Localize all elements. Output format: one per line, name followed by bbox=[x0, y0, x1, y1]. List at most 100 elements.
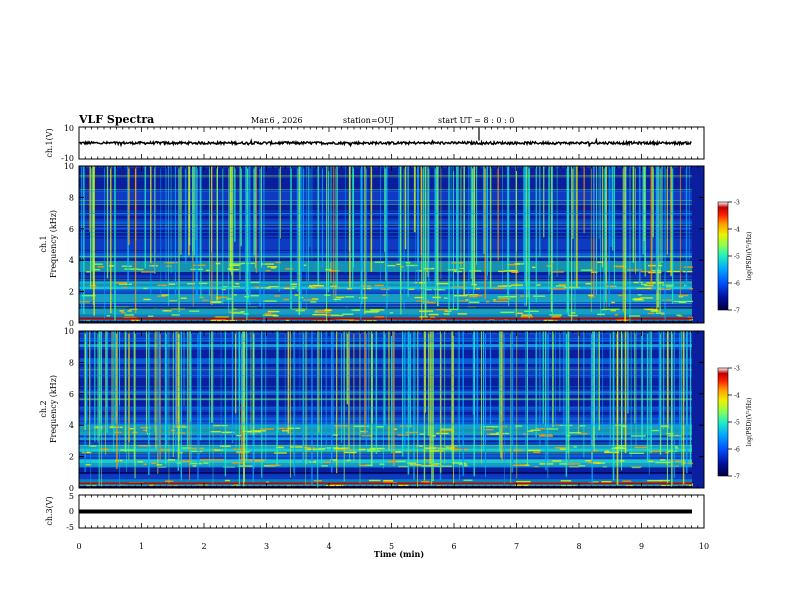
spectrogram-band-speck bbox=[114, 431, 122, 434]
spectrogram-band-speck bbox=[192, 465, 197, 467]
spectrogram-band-speck bbox=[652, 309, 659, 312]
spectrogram-band-speck bbox=[588, 294, 594, 297]
spectrogram-band-speck bbox=[124, 314, 134, 316]
spectrogram-band-speck bbox=[314, 311, 319, 313]
spectrogram-band-speck bbox=[501, 432, 510, 435]
spectrogram-band-speck bbox=[364, 464, 373, 467]
spectrogram-band-speck bbox=[157, 295, 167, 297]
spectrogram-band-speck bbox=[585, 460, 593, 462]
spectrogram-band-speck bbox=[468, 301, 480, 304]
colorbar-tick-label: -7 bbox=[734, 308, 740, 315]
spectrogram-band-speck bbox=[414, 282, 426, 284]
spectrogram-band-speck bbox=[683, 266, 693, 268]
spectrogram-band-speck bbox=[597, 261, 604, 263]
spectrogram-band-speck bbox=[515, 425, 523, 427]
freq-tick-label: 6 bbox=[69, 225, 74, 234]
spectrogram-band-speck bbox=[346, 459, 351, 462]
spectrogram-band-speck bbox=[209, 319, 221, 322]
spectrogram-band-speck bbox=[306, 448, 314, 450]
spectrogram-band-speck bbox=[109, 265, 115, 267]
spectrogram-band-speck bbox=[259, 428, 274, 430]
spectrogram-band-speck bbox=[438, 448, 453, 450]
spectrogram-band-speck bbox=[121, 265, 133, 267]
spectrogram-band-speck bbox=[174, 426, 187, 428]
spectrogram-band-speck bbox=[215, 296, 228, 299]
spectrogram-band-speck bbox=[585, 283, 592, 285]
spectrogram-band-speck bbox=[578, 465, 586, 467]
colorbar-tick-label: -3 bbox=[734, 200, 740, 207]
spectrogram-band-speck bbox=[673, 300, 688, 303]
spectrogram-band-speck bbox=[633, 298, 638, 300]
colorbar-tick-label: -4 bbox=[734, 227, 740, 234]
spectrogram-band-speck bbox=[605, 450, 610, 453]
spectrogram-band-speck bbox=[390, 483, 395, 486]
x-tick-label: 5 bbox=[389, 542, 394, 551]
spectrogram-band-speck bbox=[647, 312, 655, 315]
spectrogram-band-speck bbox=[483, 426, 494, 428]
spectrogram-band-speck bbox=[109, 426, 123, 428]
spectrogram-band-speck bbox=[353, 425, 369, 427]
spectrogram-band-speck bbox=[416, 445, 423, 447]
spectrogram-band-speck bbox=[351, 452, 356, 454]
spectrogram-band-speck bbox=[676, 314, 681, 316]
colorbar-tick-label: -6 bbox=[734, 281, 740, 288]
spectrogram-band-speck bbox=[254, 459, 266, 461]
spectrogram-band-speck bbox=[463, 479, 473, 481]
spectrogram-band-speck bbox=[226, 319, 237, 322]
spectrogram-band-speck bbox=[210, 301, 221, 304]
spectrogram-band-speck bbox=[483, 428, 494, 431]
spectrogram-band-speck bbox=[298, 307, 308, 310]
spectrogram-band-speck bbox=[430, 450, 444, 452]
spectrogram-band-speck bbox=[227, 267, 233, 270]
spectrogram-band-speck bbox=[171, 314, 181, 316]
spectrogram-band-speck bbox=[517, 312, 523, 315]
colorbar-tick-label: -5 bbox=[734, 420, 740, 427]
x-tick-label: 3 bbox=[264, 542, 269, 551]
spectrogram-band-speck bbox=[421, 480, 430, 483]
spectrogram-band-speck bbox=[571, 312, 576, 314]
spectrogram-band-speck bbox=[343, 451, 357, 454]
freq-tick-label: 2 bbox=[69, 453, 74, 462]
spectrogram-band-speck bbox=[611, 301, 615, 304]
spectrogram-band-speck bbox=[687, 316, 693, 319]
spectrogram-band-speck bbox=[97, 266, 105, 268]
spectrogram-band-speck bbox=[180, 447, 191, 449]
spectrogram-band-speck bbox=[173, 424, 186, 427]
spectrogram-band-speck bbox=[678, 294, 689, 297]
spectrogram-band-speck bbox=[564, 463, 575, 465]
spectrogram-band-speck bbox=[423, 268, 431, 270]
spectrogram-band-speck bbox=[646, 287, 651, 290]
spectrogram-band-speck bbox=[266, 287, 271, 289]
spectrogram-band-speck bbox=[341, 447, 350, 449]
ch1-colorbar-ticks: -3 -4 -5 -6 -7 bbox=[728, 200, 740, 315]
spectrogram-band-speck bbox=[492, 287, 505, 289]
spectrogram-band-speck bbox=[213, 424, 228, 427]
spectrogram-band-speck bbox=[648, 460, 654, 463]
spectrogram-band-speck bbox=[140, 271, 155, 273]
spectrogram-band-speck bbox=[452, 462, 466, 464]
spectrogram-band-speck bbox=[251, 430, 267, 432]
spectrogram-band-speck bbox=[229, 263, 242, 265]
spectrogram-band-speck bbox=[265, 269, 271, 272]
freq-tick-label: 4 bbox=[69, 421, 74, 430]
spectrogram-band-speck bbox=[85, 464, 92, 466]
spectrogram-band-speck bbox=[614, 314, 619, 316]
spectrogram-band-speck bbox=[520, 316, 534, 318]
spectrogram-band-speck bbox=[332, 434, 338, 436]
spectrogram-band-speck bbox=[650, 310, 659, 312]
spectrogram-band-speck bbox=[419, 433, 425, 435]
spectrogram-band-speck bbox=[637, 294, 642, 296]
ch2-colorbar-label: log(PSD)(V²/Hz) bbox=[746, 398, 753, 447]
spectrogram-band-speck bbox=[191, 450, 203, 453]
date-label: Mar.6 , 2026 bbox=[251, 116, 303, 125]
freq-tick-label: 8 bbox=[69, 358, 74, 367]
spectrogram-band-speck bbox=[408, 288, 415, 291]
freq-tick-label: 0 bbox=[69, 484, 74, 493]
spectrogram-band-speck bbox=[647, 479, 662, 482]
spectrogram-band-speck bbox=[591, 462, 600, 464]
spectrogram-band-speck bbox=[536, 284, 541, 286]
spectrogram-band-speck bbox=[416, 270, 422, 272]
ch3-waveform-panel: 5 0 -5 ch.3(V) bbox=[45, 492, 705, 532]
spectrogram-band-speck bbox=[524, 310, 539, 313]
colorbar-tick-label: -6 bbox=[734, 447, 740, 454]
